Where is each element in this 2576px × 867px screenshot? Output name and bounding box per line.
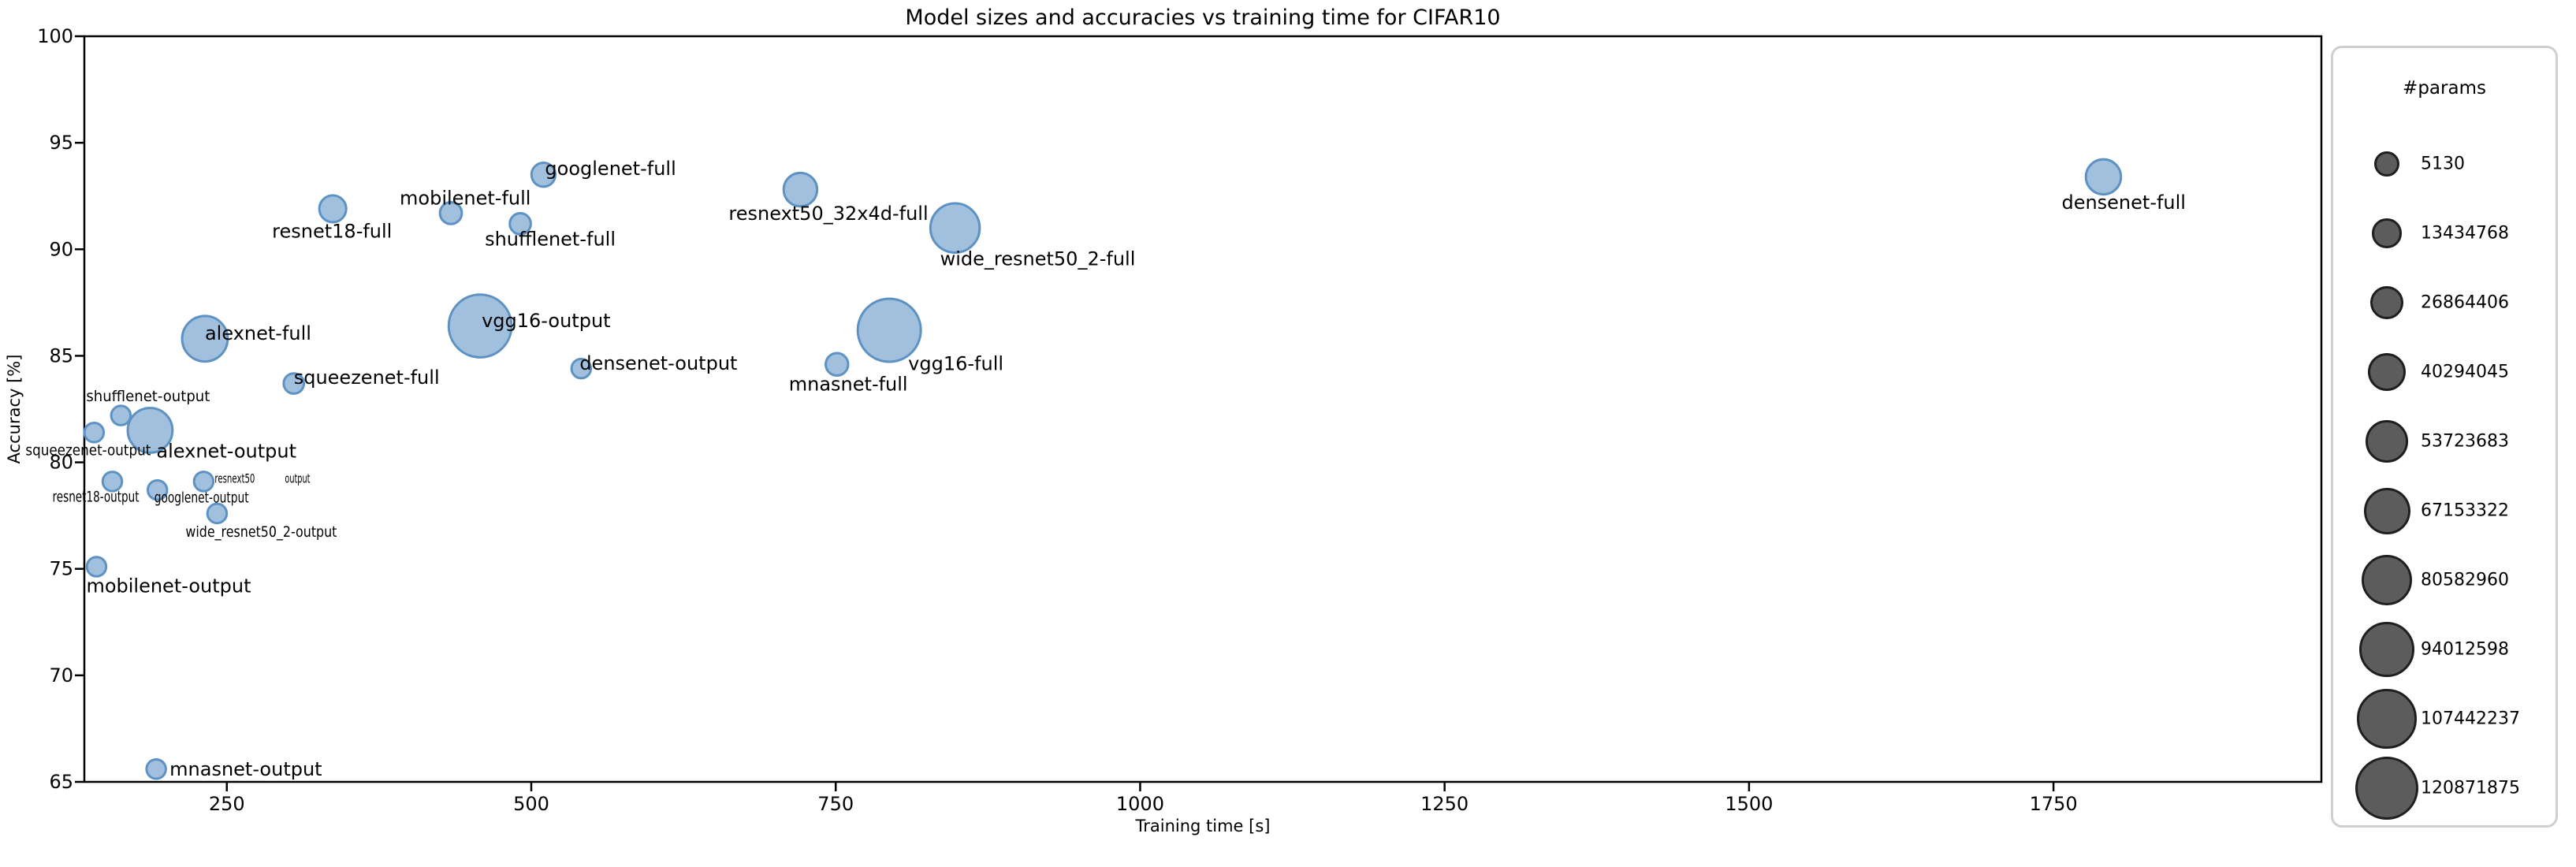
legend-title: #params xyxy=(2403,78,2486,99)
data-point-bubble xyxy=(110,404,132,426)
data-point-label: resnext50 xyxy=(214,471,255,486)
data-point-bubble xyxy=(530,162,557,188)
data-point-label: alexnet-output xyxy=(156,440,296,462)
legend-size-label: 67153322 xyxy=(2421,500,2509,521)
y-tick-label: 95 xyxy=(49,132,73,154)
legend-size-label: 40294045 xyxy=(2421,362,2509,382)
x-tick-label: 250 xyxy=(209,793,245,815)
x-tick-label: 1000 xyxy=(1116,793,1164,815)
legend-size-circle xyxy=(2372,218,2402,248)
data-point-label: output xyxy=(285,471,310,486)
x-tick-label: 750 xyxy=(817,793,854,815)
data-point-bubble xyxy=(2084,158,2123,196)
data-point-label: densenet-output xyxy=(579,352,737,374)
x-tick-label: 1250 xyxy=(1420,793,1469,815)
legend-size-label: 94012598 xyxy=(2421,639,2509,660)
data-point-label: squeezenet-output xyxy=(25,441,151,459)
data-point-label: mobilenet-full xyxy=(400,188,530,210)
data-point-bubble xyxy=(85,556,108,578)
legend-size-label: 107442237 xyxy=(2421,709,2520,729)
data-point-label: googlenet-output xyxy=(154,489,249,506)
legend-size-label: 53723683 xyxy=(2421,431,2509,452)
data-point-bubble xyxy=(192,471,215,493)
data-point-bubble xyxy=(101,471,124,493)
legend-size-label: 5130 xyxy=(2421,154,2465,174)
legend-size-label: 26864406 xyxy=(2421,292,2509,313)
legend-size-circle xyxy=(2366,420,2408,463)
data-point-label: resnet18-full xyxy=(272,220,392,242)
data-point-bubble xyxy=(570,357,593,380)
data-point-label: mnasnet-full xyxy=(789,374,908,396)
data-point-bubble xyxy=(856,297,922,363)
data-point-bubble xyxy=(508,212,532,236)
data-point-bubble xyxy=(929,202,981,255)
x-axis-label: Training time [s] xyxy=(1135,817,1271,835)
legend-size-circle xyxy=(2355,756,2419,820)
data-point-label: vgg16-full xyxy=(908,352,1003,374)
legend-size-circle xyxy=(2357,689,2417,749)
data-point-bubble xyxy=(83,421,106,444)
legend-size-label: 13434768 xyxy=(2421,223,2509,244)
data-point-label: googlenet-full xyxy=(545,158,676,180)
data-point-bubble xyxy=(206,502,229,525)
data-point-bubble xyxy=(145,758,167,780)
y-axis-label: Accuracy [%] xyxy=(5,355,24,464)
y-tick-label: 85 xyxy=(49,344,73,367)
legend-size-label: 80582960 xyxy=(2421,570,2509,590)
legend-size-label: 120871875 xyxy=(2421,778,2520,798)
x-tick-label: 1750 xyxy=(2030,793,2078,815)
data-point-label: wide_resnet50_2-full xyxy=(940,248,1136,270)
legend-size-circle xyxy=(2359,622,2414,677)
data-point-bubble xyxy=(181,314,229,363)
y-tick-label: 80 xyxy=(49,452,73,474)
data-point-bubble xyxy=(318,194,348,224)
data-point-bubble xyxy=(782,171,819,208)
data-point-bubble xyxy=(438,200,463,225)
y-tick-label: 65 xyxy=(49,771,73,793)
data-point-bubble xyxy=(146,478,169,501)
chart-title: Model sizes and accuracies vs training t… xyxy=(905,6,1500,30)
data-point-label: squeezenet-full xyxy=(294,367,440,389)
data-point-label: shufflenet-full xyxy=(485,228,616,250)
x-tick-label: 500 xyxy=(513,793,549,815)
data-point-label: densenet-full xyxy=(2061,192,2186,214)
legend-size-circle xyxy=(2374,151,2399,177)
legend-size-circle xyxy=(2367,352,2407,392)
x-tick-label: 1500 xyxy=(1725,793,1773,815)
y-tick-label: 90 xyxy=(49,238,73,260)
legend-size-circle xyxy=(2363,487,2410,534)
data-point-bubble xyxy=(282,372,306,395)
data-point-bubble xyxy=(447,293,513,359)
y-tick-label: 100 xyxy=(37,25,73,47)
data-point-label: mnasnet-output xyxy=(169,758,322,780)
data-point-label: mobilenet-output xyxy=(86,575,251,597)
plot-border xyxy=(83,35,2323,783)
data-point-label: shufflenet-output xyxy=(86,388,210,405)
data-point-label: wide_resnet50_2-output xyxy=(185,523,337,541)
y-tick-label: 70 xyxy=(49,664,73,687)
data-point-label: resnext50_32x4d-full xyxy=(728,203,928,225)
data-point-label: alexnet-full xyxy=(205,322,311,344)
y-tick-label: 75 xyxy=(49,558,73,580)
data-point-label: vgg16-output xyxy=(482,310,610,332)
legend-size-circle xyxy=(2361,554,2413,606)
legend-size-circle xyxy=(2369,285,2404,320)
data-point-bubble xyxy=(126,407,174,454)
legend: #params 5130 13434768 26864406 40294045 5372… xyxy=(2331,46,2558,828)
data-point-bubble xyxy=(825,352,850,377)
data-point-label: resnet18-output xyxy=(53,489,140,506)
